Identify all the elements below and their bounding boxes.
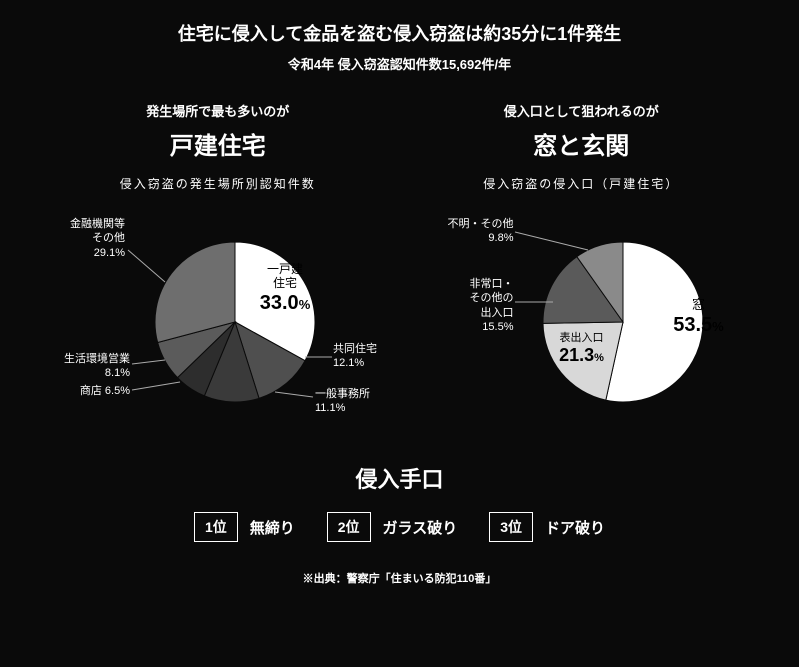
sub-title: 令和4年 侵入窃盗認知件数15,692件/年 bbox=[20, 54, 779, 73]
right-subcaption: 侵入窃盗の侵入口（戸建住宅） bbox=[413, 175, 749, 192]
left-subcaption: 侵入窃盗の発生場所別認知件数 bbox=[50, 175, 386, 192]
right-chart-area: 不明・その他 9.8% 非常口・ その他の 出入口 15.5% 窓 53.5% … bbox=[413, 202, 749, 442]
rank-badge: 2位 bbox=[327, 512, 371, 542]
left-emphasis: 戸建住宅 bbox=[50, 126, 386, 161]
infographic-container: 住宅に侵入して金品を盗む侵入窃盗は約35分に1件発生 令和4年 侵入窃盗認知件数… bbox=[0, 0, 799, 606]
header: 住宅に侵入して金品を盗む侵入窃盗は約35分に1件発生 令和4年 侵入窃盗認知件数… bbox=[20, 20, 779, 73]
right-caption: 侵入口として狙われるのが bbox=[413, 101, 749, 120]
left-chart-block: 発生場所で最も多いのが 戸建住宅 侵入窃盗の発生場所別認知件数 金融機関等 その… bbox=[50, 101, 386, 442]
methods-section: 侵入手口 1位 無締り 2位 ガラス破り 3位 ドア破り bbox=[20, 462, 779, 542]
rank-row: 1位 無締り 2位 ガラス破り 3位 ドア破り bbox=[20, 512, 779, 542]
rank-item-2: 2位 ガラス破り bbox=[327, 512, 458, 542]
label-emergency: 非常口・ その他の 出入口 15.5% bbox=[443, 277, 513, 334]
rank-label: 無締り bbox=[250, 517, 295, 538]
label-window-inside: 窓 53.5% bbox=[658, 297, 738, 337]
source-citation: ※出典：警察庁「住まいる防犯110番」 bbox=[20, 570, 779, 586]
rank-label: ドア破り bbox=[545, 517, 605, 538]
label-apartment: 共同住宅 12.1% bbox=[333, 342, 377, 371]
label-unknown: 不明・その他 9.8% bbox=[433, 217, 513, 246]
rank-label: ガラス破り bbox=[383, 517, 458, 538]
rank-item-1: 1位 無締り bbox=[194, 512, 295, 542]
rank-item-3: 3位 ドア破り bbox=[489, 512, 605, 542]
label-office: 一般事務所 11.1% bbox=[315, 387, 370, 416]
charts-row: 発生場所で最も多いのが 戸建住宅 侵入窃盗の発生場所別認知件数 金融機関等 その… bbox=[20, 101, 779, 442]
left-chart-area: 金融機関等 その他 29.1% 生活環境営業 8.1% 商店 6.5% 共同住宅… bbox=[50, 202, 386, 442]
methods-title: 侵入手口 bbox=[20, 462, 779, 494]
left-caption: 発生場所で最も多いのが bbox=[50, 101, 386, 120]
rank-badge: 1位 bbox=[194, 512, 238, 542]
main-title: 住宅に侵入して金品を盗む侵入窃盗は約35分に1件発生 bbox=[20, 20, 779, 46]
rank-badge: 3位 bbox=[489, 512, 533, 542]
label-house-inside: 一戸建 住宅 33.0% bbox=[245, 262, 325, 315]
label-other: 金融機関等 その他 29.1% bbox=[50, 217, 125, 260]
label-entrance-inside: 表出入口 21.3% bbox=[546, 332, 616, 367]
right-chart-block: 侵入口として狙われるのが 窓と玄関 侵入窃盗の侵入口（戸建住宅） 不明・その他 … bbox=[413, 101, 749, 442]
label-shop: 商店 6.5% bbox=[50, 384, 130, 398]
right-emphasis: 窓と玄関 bbox=[413, 126, 749, 161]
label-env: 生活環境営業 8.1% bbox=[50, 352, 130, 381]
